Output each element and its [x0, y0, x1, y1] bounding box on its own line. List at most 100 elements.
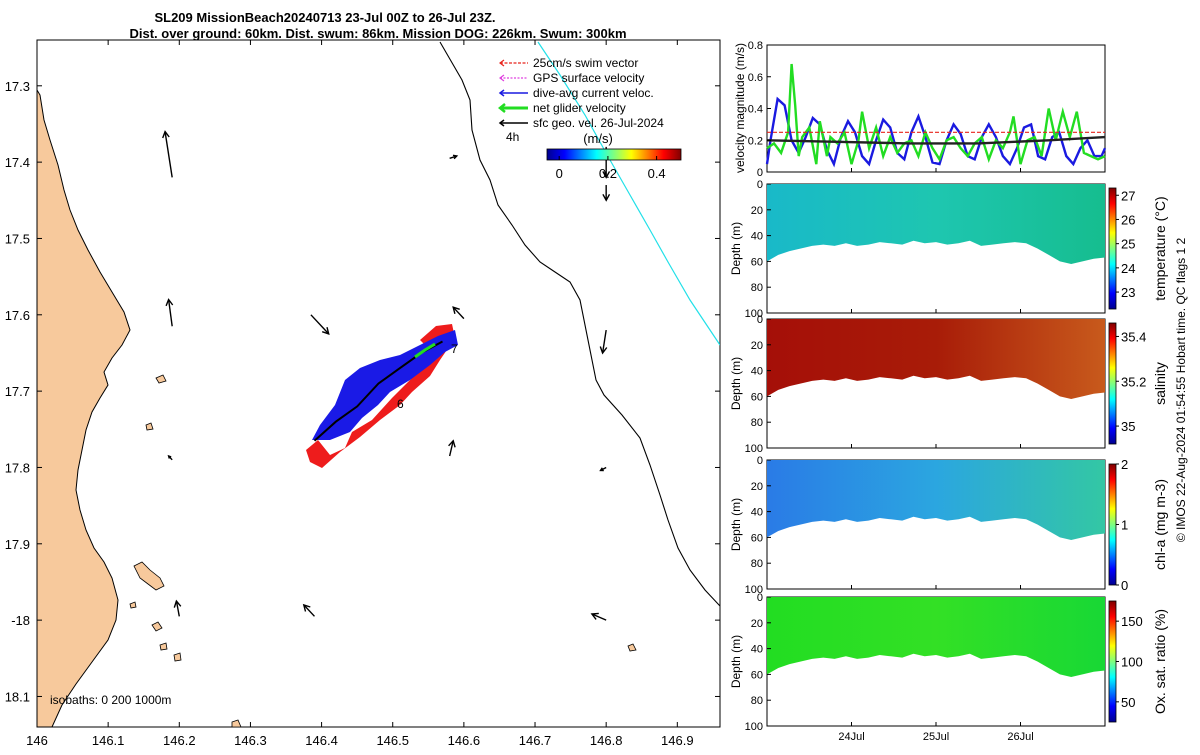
depth-axis-label: Depth (m) — [729, 635, 743, 688]
time-tick-label: 24Jul — [838, 731, 864, 743]
legend-label-swim-vector: 25cm/s swim vector — [533, 56, 638, 70]
depth-axis-label: Depth (m) — [729, 357, 743, 410]
isobaths-label: isobaths: 0 200 1000m — [50, 693, 171, 707]
section-panel-temperature: 0 20 40 60 80 100 Depth (m) 23 24 25 26 27 temperatu… — [729, 179, 1168, 320]
day-label-7: 7 — [451, 342, 458, 356]
depth-tick-label: 80 — [751, 417, 763, 429]
sfc-geo-vector — [302, 603, 315, 617]
sfc-geo-vector — [590, 612, 607, 621]
colorbar-tick-label: 100 — [1121, 655, 1143, 670]
map-ytick-label: 17.5 — [5, 231, 30, 246]
sfc-geo-vector — [167, 454, 173, 461]
map-xtick-label: 146 — [26, 733, 48, 748]
time-tick-label: 25Jul — [923, 731, 949, 743]
map-panel: 7 6 146 146.1 146.2 146.3 146.4 146.5 146.6 146… — [5, 39, 721, 748]
title-line-1: SL209 MissionBeach20240713 23-Jul 00Z to… — [154, 10, 495, 25]
time-scale-label: 4h — [506, 130, 519, 144]
depth-tick-label: 60 — [751, 256, 763, 268]
sfc-geo-vector — [599, 329, 608, 355]
coastline-land — [37, 89, 131, 727]
legend-dive-avg-current: dive-avg current veloc. — [498, 86, 654, 100]
footer-credit: © IMOS 22-Aug-2024 01:54:55 Hobart time.… — [1174, 238, 1188, 543]
section-panel-oxygen: 0 20 40 60 80 100 Depth (m) 50 100 150 Ox. sat. ra… — [729, 592, 1168, 733]
sfc-geo-vector — [162, 130, 173, 178]
depth-tick-label: 0 — [757, 455, 763, 467]
depth-tick-label: 40 — [751, 644, 763, 656]
depth-axis-label: Depth (m) — [729, 498, 743, 551]
depth-tick-label: 60 — [751, 532, 763, 544]
depth-tick-label: 100 — [745, 443, 763, 455]
depth-tick-label: 100 — [745, 584, 763, 596]
colorbar-unit-label: (m/s) — [583, 131, 613, 146]
sfc-geo-vector — [165, 298, 174, 327]
colorbar-tick-label: 35.4 — [1121, 329, 1146, 344]
colorbar-tick-label: 23 — [1121, 285, 1135, 300]
section-colorbar — [1108, 187, 1117, 310]
colorbar-tick-label: 35.2 — [1121, 374, 1146, 389]
colorbar-tick-label: 0 — [1121, 578, 1128, 593]
colorbar-tick-label: 26 — [1121, 212, 1135, 227]
map-ytick-label: 17.7 — [5, 384, 30, 399]
depth-tick-label: 0 — [757, 179, 763, 191]
depth-tick-label: 80 — [751, 282, 763, 294]
depth-tick-label: 0 — [757, 314, 763, 326]
section-colorbar — [1108, 322, 1117, 445]
section-data-chl-a — [767, 460, 1105, 540]
colorbar-tick-label: 1 — [1121, 518, 1128, 533]
depth-tick-label: 40 — [751, 231, 763, 243]
colorbar-tick-label: 2 — [1121, 457, 1128, 472]
colorbar-tick-label: 27 — [1121, 188, 1135, 203]
title-line-2: Dist. over ground: 60km. Dist. swum: 86k… — [129, 26, 626, 41]
sfc-geo-vectors — [162, 130, 611, 621]
colorbar-label: chl-a (mg m-3) — [1152, 479, 1168, 570]
time-series-panels: 0 0.2 0.4 0.6 0.8 velocity magnitude (m/s) 0… — [729, 40, 1168, 743]
depth-tick-label: 100 — [745, 308, 763, 320]
island — [129, 601, 137, 609]
depth-tick-label: 60 — [751, 669, 763, 681]
time-axis: 24Jul 25Jul 26Jul — [838, 168, 1034, 743]
island — [151, 621, 163, 632]
sfc-geo-vector — [310, 314, 330, 335]
map-legend: 25cm/s swim vector GPS surface velocity … — [497, 56, 682, 181]
colorbar-tick-label: 150 — [1121, 614, 1143, 629]
section-data-temperature — [767, 184, 1105, 264]
sfc-geo-vector — [599, 466, 607, 472]
velocity-series — [765, 63, 1107, 168]
legend-sfc-geo-velocity: sfc geo. vel. 26-Jul-2024 — [498, 116, 664, 130]
depth-tick-label: 20 — [751, 481, 763, 493]
island — [159, 642, 168, 651]
map-xtick-label: 146.9 — [661, 733, 694, 748]
sfc-geo-vector — [452, 306, 465, 320]
depth-tick-label: 20 — [751, 205, 763, 217]
map-xtick-label: 146.7 — [519, 733, 552, 748]
colorbar-tick-label: 24 — [1121, 261, 1135, 276]
colorbar-tick-label: 0.2 — [599, 166, 617, 181]
speed-colorbar — [546, 148, 682, 161]
legend-label-net-glider-velocity: net glider velocity — [533, 101, 626, 115]
legend-label-sfc-geo-velocity: sfc geo. vel. 26-Jul-2024 — [533, 116, 664, 130]
section-data-oxygen — [767, 597, 1105, 677]
map-xtick-label: 146.8 — [590, 733, 623, 748]
map-ytick-label: -18 — [11, 613, 30, 628]
velocity-ylabel: velocity magnitude (m/s) — [733, 43, 747, 173]
section-data-salinity — [767, 319, 1105, 399]
depth-tick-label: 40 — [751, 366, 763, 378]
colorbar-tick-label: 50 — [1121, 695, 1135, 710]
island — [133, 561, 165, 591]
depth-tick-label: 20 — [751, 340, 763, 352]
map-xtick-label: 146.3 — [234, 733, 267, 748]
legend-label-gps-velocity: GPS surface velocity — [533, 71, 644, 85]
velocity-ytick-label: 0.8 — [748, 40, 763, 52]
depth-tick-label: 80 — [751, 558, 763, 570]
section-panel-chl-a: 0 20 40 60 80 100 Depth (m) 0 1 2 chl-a (mg m-3) — [729, 455, 1168, 596]
glider-track: 7 6 — [306, 324, 458, 468]
velocity-ytick-label: 0 — [757, 167, 763, 179]
colorbar-tick-label: 35 — [1121, 419, 1135, 434]
sfc-geo-vector — [448, 439, 456, 457]
map-xtick-label: 146.4 — [305, 733, 338, 748]
map-ytick-label: 17.9 — [5, 537, 30, 552]
colorbar-label: temperature (°C) — [1152, 196, 1168, 300]
depth-tick-label: 100 — [745, 721, 763, 733]
speed-colorbar-ticks: 0 0.2 0.4 — [556, 156, 666, 181]
